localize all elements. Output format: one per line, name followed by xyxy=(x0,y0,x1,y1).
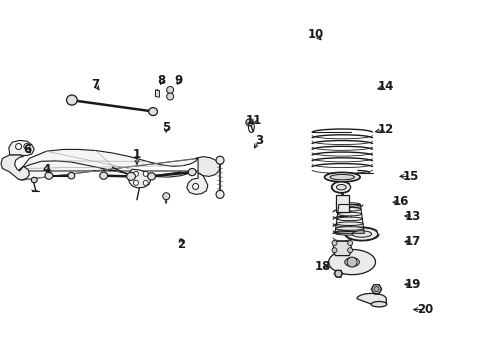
Text: 14: 14 xyxy=(377,80,394,93)
Ellipse shape xyxy=(126,172,135,180)
Ellipse shape xyxy=(45,172,53,179)
Ellipse shape xyxy=(336,185,346,190)
Ellipse shape xyxy=(338,207,360,211)
Circle shape xyxy=(166,86,173,94)
Text: 16: 16 xyxy=(392,195,408,208)
Circle shape xyxy=(331,248,336,253)
Text: 17: 17 xyxy=(404,235,421,248)
Ellipse shape xyxy=(335,227,363,230)
Circle shape xyxy=(346,257,356,267)
Text: 10: 10 xyxy=(306,28,323,41)
Ellipse shape xyxy=(351,231,371,237)
Text: 7: 7 xyxy=(91,78,99,91)
Polygon shape xyxy=(356,293,386,304)
Text: 20: 20 xyxy=(416,303,433,316)
Text: 19: 19 xyxy=(404,278,421,291)
Circle shape xyxy=(347,248,352,253)
Text: 1: 1 xyxy=(133,148,141,161)
Text: 4: 4 xyxy=(42,163,50,176)
Circle shape xyxy=(133,171,138,176)
Circle shape xyxy=(371,285,380,294)
Ellipse shape xyxy=(336,222,362,225)
Text: 12: 12 xyxy=(377,123,394,136)
Polygon shape xyxy=(16,149,198,180)
Polygon shape xyxy=(328,249,375,275)
Text: 8: 8 xyxy=(157,75,165,87)
Ellipse shape xyxy=(147,173,155,180)
Polygon shape xyxy=(186,173,207,194)
Ellipse shape xyxy=(68,172,75,179)
Ellipse shape xyxy=(337,212,361,216)
Ellipse shape xyxy=(66,95,77,105)
Polygon shape xyxy=(155,90,159,97)
Text: 11: 11 xyxy=(245,114,262,127)
Text: 13: 13 xyxy=(404,210,421,222)
Ellipse shape xyxy=(148,108,157,116)
Circle shape xyxy=(133,180,138,185)
Polygon shape xyxy=(333,241,350,256)
Polygon shape xyxy=(1,155,29,180)
Circle shape xyxy=(166,93,173,100)
Circle shape xyxy=(163,193,169,200)
Ellipse shape xyxy=(344,258,359,266)
Circle shape xyxy=(245,119,252,126)
Ellipse shape xyxy=(346,228,377,240)
Ellipse shape xyxy=(31,177,37,183)
Ellipse shape xyxy=(100,172,107,179)
Text: 9: 9 xyxy=(174,75,182,87)
Text: 15: 15 xyxy=(402,170,418,183)
Text: 18: 18 xyxy=(314,260,330,273)
Ellipse shape xyxy=(188,168,196,176)
Polygon shape xyxy=(335,195,348,212)
Ellipse shape xyxy=(329,175,354,180)
Circle shape xyxy=(373,287,378,292)
Ellipse shape xyxy=(336,217,362,221)
Text: 2: 2 xyxy=(177,238,184,251)
Circle shape xyxy=(143,171,148,176)
Circle shape xyxy=(16,144,21,149)
Circle shape xyxy=(216,156,224,164)
Circle shape xyxy=(24,144,30,149)
Circle shape xyxy=(143,180,148,185)
Text: 5: 5 xyxy=(162,121,170,134)
Polygon shape xyxy=(9,140,34,156)
Ellipse shape xyxy=(370,301,386,307)
Circle shape xyxy=(334,270,341,277)
Ellipse shape xyxy=(331,182,350,193)
Ellipse shape xyxy=(334,231,364,235)
Circle shape xyxy=(347,240,352,246)
Text: 6: 6 xyxy=(23,143,31,156)
Ellipse shape xyxy=(324,173,359,181)
Polygon shape xyxy=(195,157,220,176)
Circle shape xyxy=(331,240,336,246)
Circle shape xyxy=(192,184,198,189)
Text: 3: 3 xyxy=(255,134,263,147)
Circle shape xyxy=(216,190,224,198)
Ellipse shape xyxy=(338,203,360,206)
Polygon shape xyxy=(128,169,150,188)
